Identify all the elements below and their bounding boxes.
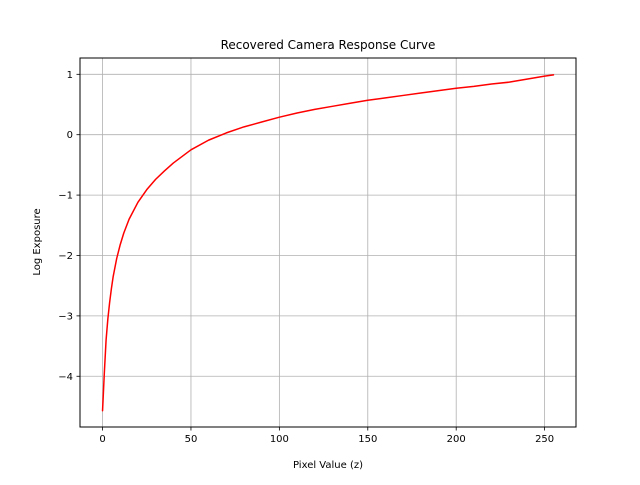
plot-frame xyxy=(79,57,577,428)
x-tick-label: 200 xyxy=(447,434,466,445)
y-tick-label: 1 xyxy=(67,70,73,81)
y-tick-label: 0 xyxy=(67,130,73,141)
chart-title: Recovered Camera Response Curve xyxy=(221,38,436,52)
response-curve-line xyxy=(101,74,555,412)
y-tick-label: −3 xyxy=(58,311,73,322)
y-tick-label: −4 xyxy=(58,372,73,383)
y-tick-label: −2 xyxy=(58,251,73,262)
series-layer xyxy=(101,74,555,412)
x-tick-label: 50 xyxy=(185,434,198,445)
x-tick-label: 100 xyxy=(270,434,289,445)
x-axis-label: Pixel Value (z) xyxy=(293,460,363,471)
axis-ticks: 0 50 100 150 200 250 −4 −3 −2 −1 0 1 xyxy=(58,70,554,445)
x-tick-label: 150 xyxy=(358,434,377,445)
grid-lines xyxy=(80,58,576,427)
x-tick-label: 250 xyxy=(535,434,554,445)
y-tick-label: −1 xyxy=(58,191,73,202)
y-axis-label: Log Exposure xyxy=(32,208,43,275)
x-tick-label: 0 xyxy=(99,434,105,445)
